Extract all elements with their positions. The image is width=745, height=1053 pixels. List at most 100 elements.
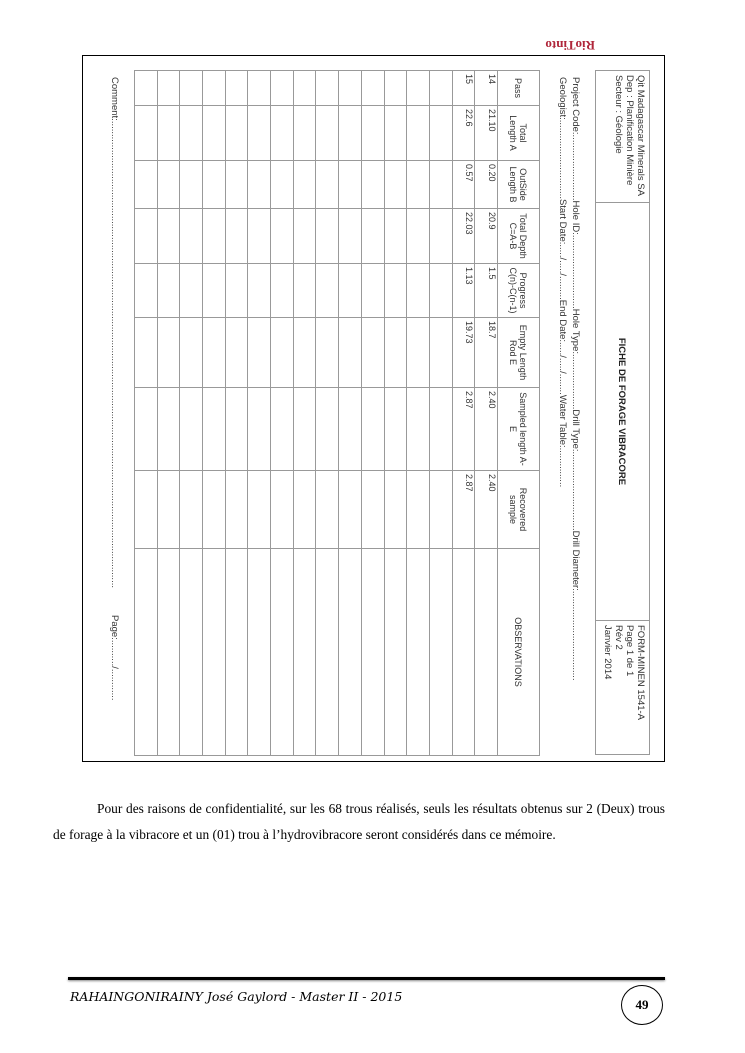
empty-cell xyxy=(270,470,294,549)
empty-cell xyxy=(270,263,294,318)
empty-cell xyxy=(338,105,362,161)
empty-cell xyxy=(225,470,248,549)
empty-cell xyxy=(134,208,158,264)
empty-cell xyxy=(247,263,271,318)
col-total-depth: Total Depth C=A-B xyxy=(497,208,540,264)
empty-cell xyxy=(157,317,180,388)
empty-cell xyxy=(361,317,385,388)
empty-cell xyxy=(361,105,385,161)
form-revision: Rév 2 xyxy=(613,625,624,650)
empty-rows xyxy=(134,70,453,756)
empty-table-row xyxy=(384,70,407,756)
table-header: Pass Total Length A OutSide Length B Tot… xyxy=(497,70,540,756)
empty-table-row xyxy=(406,70,430,756)
empty-cell xyxy=(429,470,453,549)
empty-cell xyxy=(316,160,339,209)
empty-cell xyxy=(293,387,316,471)
empty-cell xyxy=(157,548,180,756)
empty-cell xyxy=(338,70,362,106)
col-recovered: Recovered sample xyxy=(497,470,540,549)
empty-cell xyxy=(338,160,362,209)
empty-cell xyxy=(338,263,362,318)
empty-cell xyxy=(202,317,226,388)
empty-cell xyxy=(225,387,248,471)
empty-cell xyxy=(338,387,362,471)
cell: 14 xyxy=(474,70,498,106)
form-header: Qit Madagascar Minerals SA Dep : Planifi… xyxy=(595,70,650,755)
empty-table-row xyxy=(270,70,294,756)
empty-cell xyxy=(247,160,271,209)
empty-cell xyxy=(270,208,294,264)
empty-cell xyxy=(157,105,180,161)
empty-cell xyxy=(157,263,180,318)
empty-cell xyxy=(406,470,430,549)
empty-cell xyxy=(202,160,226,209)
empty-cell xyxy=(179,317,203,388)
empty-cell xyxy=(293,263,316,318)
col-total-length: Total Length A xyxy=(497,105,540,161)
form-code: FORM-MINEN 1541-A xyxy=(635,625,646,721)
empty-table-row xyxy=(202,70,226,756)
empty-cell xyxy=(316,263,339,318)
empty-cell xyxy=(179,263,203,318)
cell: 2.87 xyxy=(452,470,475,549)
vibracore-form: RioTinto Qit Madagascar Minerals SA Dep … xyxy=(82,38,665,762)
company-block: Qit Madagascar Minerals SA Dep : Planifi… xyxy=(596,71,649,203)
cell: 2.87 xyxy=(452,387,475,471)
empty-table-row xyxy=(293,70,316,756)
cell: 22.6 xyxy=(452,105,475,161)
empty-cell xyxy=(293,548,316,756)
empty-cell xyxy=(406,70,430,106)
empty-cell xyxy=(157,70,180,106)
empty-cell xyxy=(384,387,407,471)
form-date: Janvier 2014 xyxy=(602,625,613,680)
company-name: Qit Madagascar Minerals SA xyxy=(635,75,646,196)
cell: 22.03 xyxy=(452,208,475,264)
col-progress: Progress C(n)-C(n-1) xyxy=(497,263,540,318)
empty-cell xyxy=(134,70,158,106)
form-image-frame xyxy=(82,55,665,762)
empty-cell xyxy=(384,470,407,549)
empty-cell xyxy=(202,263,226,318)
empty-cell xyxy=(406,105,430,161)
empty-table-row xyxy=(429,70,453,756)
empty-cell xyxy=(384,263,407,318)
empty-table-row xyxy=(225,70,248,756)
cell: 20.9 xyxy=(474,208,498,264)
empty-cell xyxy=(361,387,385,471)
empty-cell xyxy=(179,70,203,106)
empty-cell xyxy=(270,548,294,756)
empty-table-row xyxy=(338,70,362,756)
empty-cell xyxy=(179,470,203,549)
page-number: 49 xyxy=(621,985,663,1025)
cell: 21.10 xyxy=(474,105,498,161)
empty-cell xyxy=(202,470,226,549)
empty-table-row xyxy=(361,70,385,756)
comment-line: Comment:................................… xyxy=(109,77,120,588)
page-line: Page:........../............ xyxy=(109,615,120,701)
empty-cell xyxy=(202,105,226,161)
empty-cell xyxy=(429,208,453,264)
empty-cell xyxy=(429,160,453,209)
empty-cell xyxy=(406,387,430,471)
col-sampled-length: Sampled length A-E xyxy=(497,387,540,471)
empty-cell xyxy=(247,387,271,471)
cell: 2.40 xyxy=(474,470,498,549)
empty-cell xyxy=(247,70,271,106)
empty-cell xyxy=(134,263,158,318)
empty-table-row xyxy=(157,70,180,756)
footer-rule xyxy=(68,977,665,980)
empty-cell xyxy=(384,208,407,264)
empty-cell xyxy=(247,470,271,549)
empty-cell xyxy=(225,160,248,209)
empty-cell xyxy=(361,160,385,209)
empty-cell xyxy=(179,160,203,209)
cell: 0.20 xyxy=(474,160,498,209)
empty-cell xyxy=(202,70,226,106)
empty-cell xyxy=(293,160,316,209)
empty-cell xyxy=(406,160,430,209)
empty-cell xyxy=(270,105,294,161)
empty-table-row xyxy=(247,70,271,756)
empty-cell xyxy=(225,70,248,106)
cell xyxy=(452,548,475,756)
